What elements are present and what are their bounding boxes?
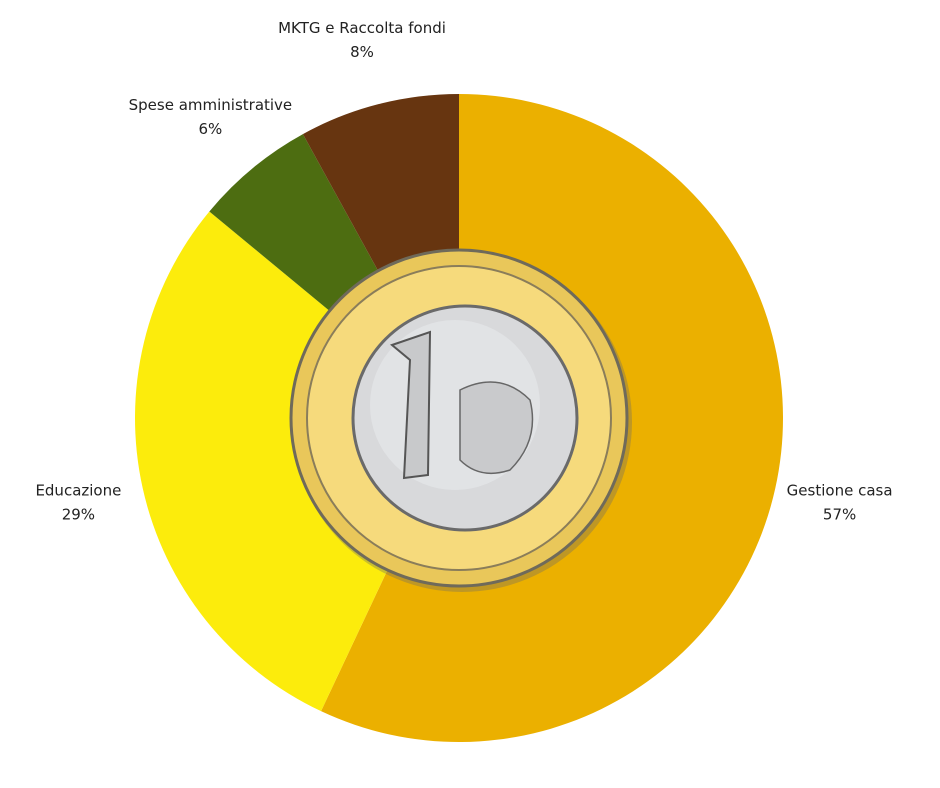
value-label: 6% bbox=[199, 120, 223, 138]
category-label: Educazione bbox=[35, 482, 121, 500]
category-label: Spese amministrative bbox=[129, 96, 293, 114]
category-label: Gestione casa bbox=[787, 482, 893, 500]
value-label: 57% bbox=[823, 506, 856, 524]
value-label: 8% bbox=[350, 43, 374, 61]
category-label: MKTG e Raccolta fondi bbox=[278, 19, 446, 37]
labels: Gestione casa 57% Educazione 29% Spese ammin… bbox=[35, 19, 892, 524]
value-label: 29% bbox=[62, 506, 95, 524]
coin-illustration bbox=[289, 248, 632, 592]
